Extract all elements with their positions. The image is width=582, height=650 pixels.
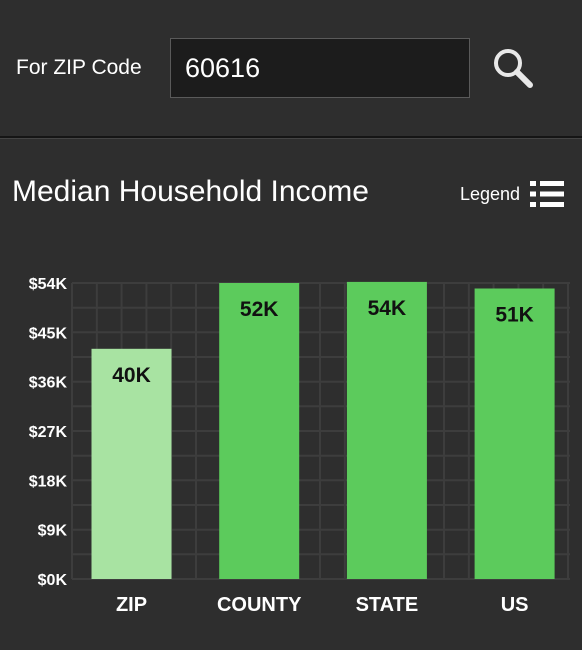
income-bar-chart: $0K $9K $18K $27K $36K $45K $54K 40K ZIP 52K COUNT… [29, 276, 570, 616]
bar-zip [91, 348, 172, 579]
y-tick-label: $36K [29, 375, 68, 392]
search-icon [494, 49, 533, 88]
section-divider-highlight [0, 138, 582, 139]
chart-title: Median Household Income [12, 175, 369, 208]
list-icon [530, 181, 565, 207]
y-tick-label: $27K [29, 424, 68, 441]
zip-code-input[interactable] [170, 38, 470, 98]
bar-value-label: 54K [368, 297, 407, 320]
bar-county [219, 283, 300, 579]
zip-search-bar: For ZIP Code [0, 0, 582, 136]
y-tick-label: $9K [38, 523, 68, 540]
legend-label: Legend [460, 183, 521, 204]
x-category-label: US [501, 594, 529, 616]
chart-labels: $0K $9K $18K $27K $36K $45K $54K 40K ZIP 52K COUNT… [29, 276, 534, 616]
chart-bars [91, 281, 555, 579]
y-tick-label: $54K [29, 276, 68, 293]
y-tick-label: $45K [29, 325, 68, 342]
bar-us [474, 288, 555, 579]
x-category-label: STATE [356, 594, 419, 616]
zip-code-label: For ZIP Code [16, 56, 142, 79]
y-tick-label: $18K [29, 473, 68, 490]
bar-value-label: 52K [240, 298, 279, 321]
section-divider [0, 136, 582, 138]
x-category-label: ZIP [116, 594, 147, 616]
search-button[interactable] [488, 44, 540, 92]
x-category-label: COUNTY [217, 594, 302, 616]
bar-state [346, 281, 427, 579]
bar-value-label: 40K [112, 364, 151, 387]
y-tick-label: $0K [38, 572, 68, 589]
legend-button[interactable]: Legend [460, 177, 565, 211]
income-chart-panel: $0K $9K $18K $27K $36K $45K $54K 40K ZIP 52K COUNT… [0, 139, 582, 650]
bar-value-label: 51K [495, 304, 534, 327]
